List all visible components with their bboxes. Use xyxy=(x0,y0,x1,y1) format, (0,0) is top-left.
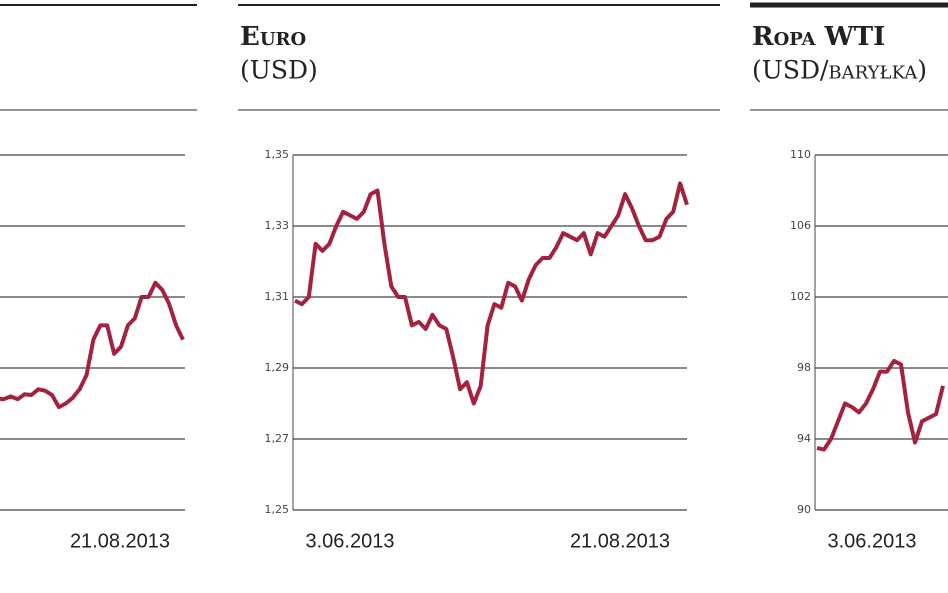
chart-title: Euro xyxy=(240,22,306,52)
y-tick-label: 1,27 xyxy=(265,432,290,445)
y-tick-label: 98 xyxy=(797,361,811,374)
x-tick-label: 3.06.2013 xyxy=(828,530,917,552)
x-tick-label: 21.08.2013 xyxy=(570,530,670,552)
data-line xyxy=(816,358,945,452)
data-line xyxy=(0,280,185,410)
y-tick-label: 1,29 xyxy=(265,361,290,374)
data-line xyxy=(294,181,689,406)
y-tick-label: 1,25 xyxy=(265,503,290,516)
y-tick-label: 110 xyxy=(790,148,811,161)
chart-subtitle: (USD) xyxy=(240,56,318,85)
y-tick-label: 1,31 xyxy=(265,290,290,303)
chart-subtitle: (USD/baryłka) xyxy=(752,56,927,85)
y-tick-label: 102 xyxy=(790,290,811,303)
y-tick-label: 94 xyxy=(797,432,811,445)
y-tick-label: 90 xyxy=(797,503,811,516)
y-tick-label: 106 xyxy=(790,219,811,232)
x-tick-label: 3.06.2013 xyxy=(306,530,395,552)
y-tick-label: 1,33 xyxy=(265,219,290,232)
x-tick-label: 21.08.2013 xyxy=(70,530,170,552)
y-tick-label: 1,35 xyxy=(265,148,290,161)
chart-title: Ropa WTI xyxy=(752,22,885,52)
